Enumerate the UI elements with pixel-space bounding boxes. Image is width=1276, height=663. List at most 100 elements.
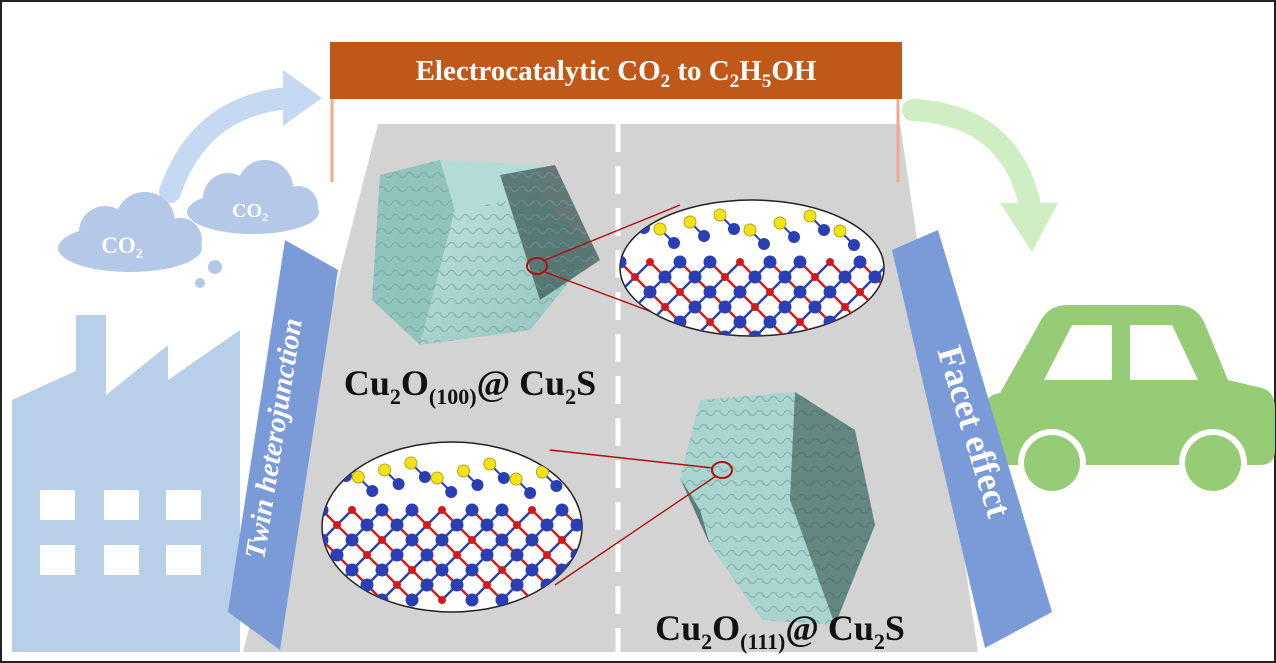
- copper-atom: [450, 578, 464, 592]
- copper-atom: [450, 518, 464, 532]
- copper-atom: [405, 593, 419, 607]
- copper-atom: [420, 578, 434, 592]
- oxygen-atom: [468, 536, 476, 544]
- sulfur-atom: [535, 465, 549, 479]
- copper-atom: [435, 533, 449, 547]
- copper-atom: [418, 471, 431, 483]
- copper-atom: [703, 285, 717, 299]
- oxygen-atom: [736, 258, 744, 266]
- banner-title: Electrocatalytic CO2 to C2H5OH: [416, 55, 817, 92]
- atomic-structure-icon: [321, 441, 583, 613]
- copper-atom: [497, 472, 510, 484]
- copper-atom: [688, 270, 702, 284]
- copper-atom: [838, 270, 852, 284]
- oxygen-atom: [378, 536, 386, 544]
- output-arrow-icon: [902, 99, 1058, 252]
- copper-atom: [793, 255, 807, 269]
- oxygen-atom: [706, 318, 714, 326]
- oxygen-atom: [363, 551, 371, 559]
- banner: Electrocatalytic CO2 to C2H5OH: [330, 42, 902, 182]
- sulfur-atom: [378, 463, 392, 477]
- oxygen-atom: [766, 288, 774, 296]
- oxygen-atom: [661, 303, 669, 311]
- sulfur-atom: [833, 224, 847, 238]
- copper-atom: [758, 238, 770, 250]
- copper-atom: [322, 533, 329, 547]
- oxygen-atom: [646, 258, 654, 266]
- oxygen-atom: [856, 288, 864, 296]
- copper-atom: [345, 533, 359, 547]
- input-arrow-icon: [159, 70, 322, 203]
- copper-atom: [718, 330, 732, 336]
- copper-atom: [524, 487, 537, 499]
- sulfur-atom: [683, 215, 697, 229]
- copper-atom: [465, 593, 479, 607]
- copper-atom: [445, 486, 458, 498]
- oxygen-atom: [408, 566, 416, 574]
- svg-text:CO2: CO2: [232, 200, 268, 224]
- copper-atom: [471, 479, 484, 491]
- copper-atom: [748, 330, 762, 336]
- oxygen-atom: [558, 536, 566, 544]
- oxygen-atom: [751, 303, 759, 311]
- oxygen-atom: [631, 273, 639, 281]
- oxygen-atom: [826, 258, 834, 266]
- copper-atom: [658, 270, 672, 284]
- copper-atom: [570, 518, 582, 532]
- copper-atom: [733, 285, 747, 299]
- copper-atom: [808, 300, 822, 314]
- oxygen-atom: [811, 273, 819, 281]
- crystal-cube-icon: [372, 160, 600, 345]
- oxygen-atom: [348, 506, 356, 514]
- copper-atom: [853, 255, 867, 269]
- oxygen-atom: [438, 506, 446, 514]
- copper-atom: [703, 255, 717, 269]
- oxygen-atom: [333, 521, 341, 529]
- copper-atom: [643, 285, 657, 299]
- svg-text:CO2: CO2: [101, 233, 143, 262]
- copper-atom: [823, 285, 837, 299]
- oxygen-atom: [423, 521, 431, 529]
- copper-atom: [525, 533, 539, 547]
- copper-atom: [540, 518, 554, 532]
- sulfur-atom: [404, 456, 418, 470]
- copper-atom: [788, 231, 800, 243]
- crystal-octahedron-icon: [680, 392, 875, 625]
- oxygen-atom: [438, 596, 446, 604]
- oxygen-atom: [513, 521, 521, 529]
- copper-atom: [360, 578, 374, 592]
- copper-atom: [748, 270, 762, 284]
- copper-atom: [345, 563, 359, 577]
- sulfur-atom: [351, 470, 365, 484]
- sulfur-atom: [773, 216, 787, 230]
- copper-atom: [495, 533, 509, 547]
- copper-atom: [793, 285, 807, 299]
- copper-atom: [718, 300, 732, 314]
- oxygen-atom: [498, 566, 506, 574]
- copper-atom: [818, 224, 830, 236]
- copper-atom: [510, 548, 524, 562]
- copper-atom: [330, 548, 344, 562]
- sulfur-atom: [653, 222, 667, 236]
- copper-atom: [673, 255, 687, 269]
- copper-atom: [480, 548, 494, 562]
- oxygen-atom: [483, 581, 491, 589]
- copper-atom: [848, 239, 860, 251]
- sulfur-atom: [509, 472, 523, 486]
- copper-atom: [555, 503, 569, 517]
- copper-atom: [510, 578, 524, 592]
- sulfur-atom: [743, 223, 757, 237]
- copper-atom: [435, 563, 449, 577]
- factory-icon: [12, 315, 240, 652]
- copper-atom: [668, 237, 680, 249]
- copper-atom: [495, 593, 509, 607]
- copper-atom: [525, 563, 539, 577]
- crystal-top-label: Cu2O(100)@ Cu2S: [344, 363, 596, 409]
- copper-atom: [495, 503, 509, 517]
- oxygen-atom: [393, 581, 401, 589]
- crystal-bottom-label: Cu2O(111)@ Cu2S: [655, 608, 905, 654]
- car-icon: [985, 305, 1275, 497]
- sulfur-atom: [457, 464, 470, 478]
- copper-atom: [778, 300, 792, 314]
- copper-atom: [550, 480, 563, 492]
